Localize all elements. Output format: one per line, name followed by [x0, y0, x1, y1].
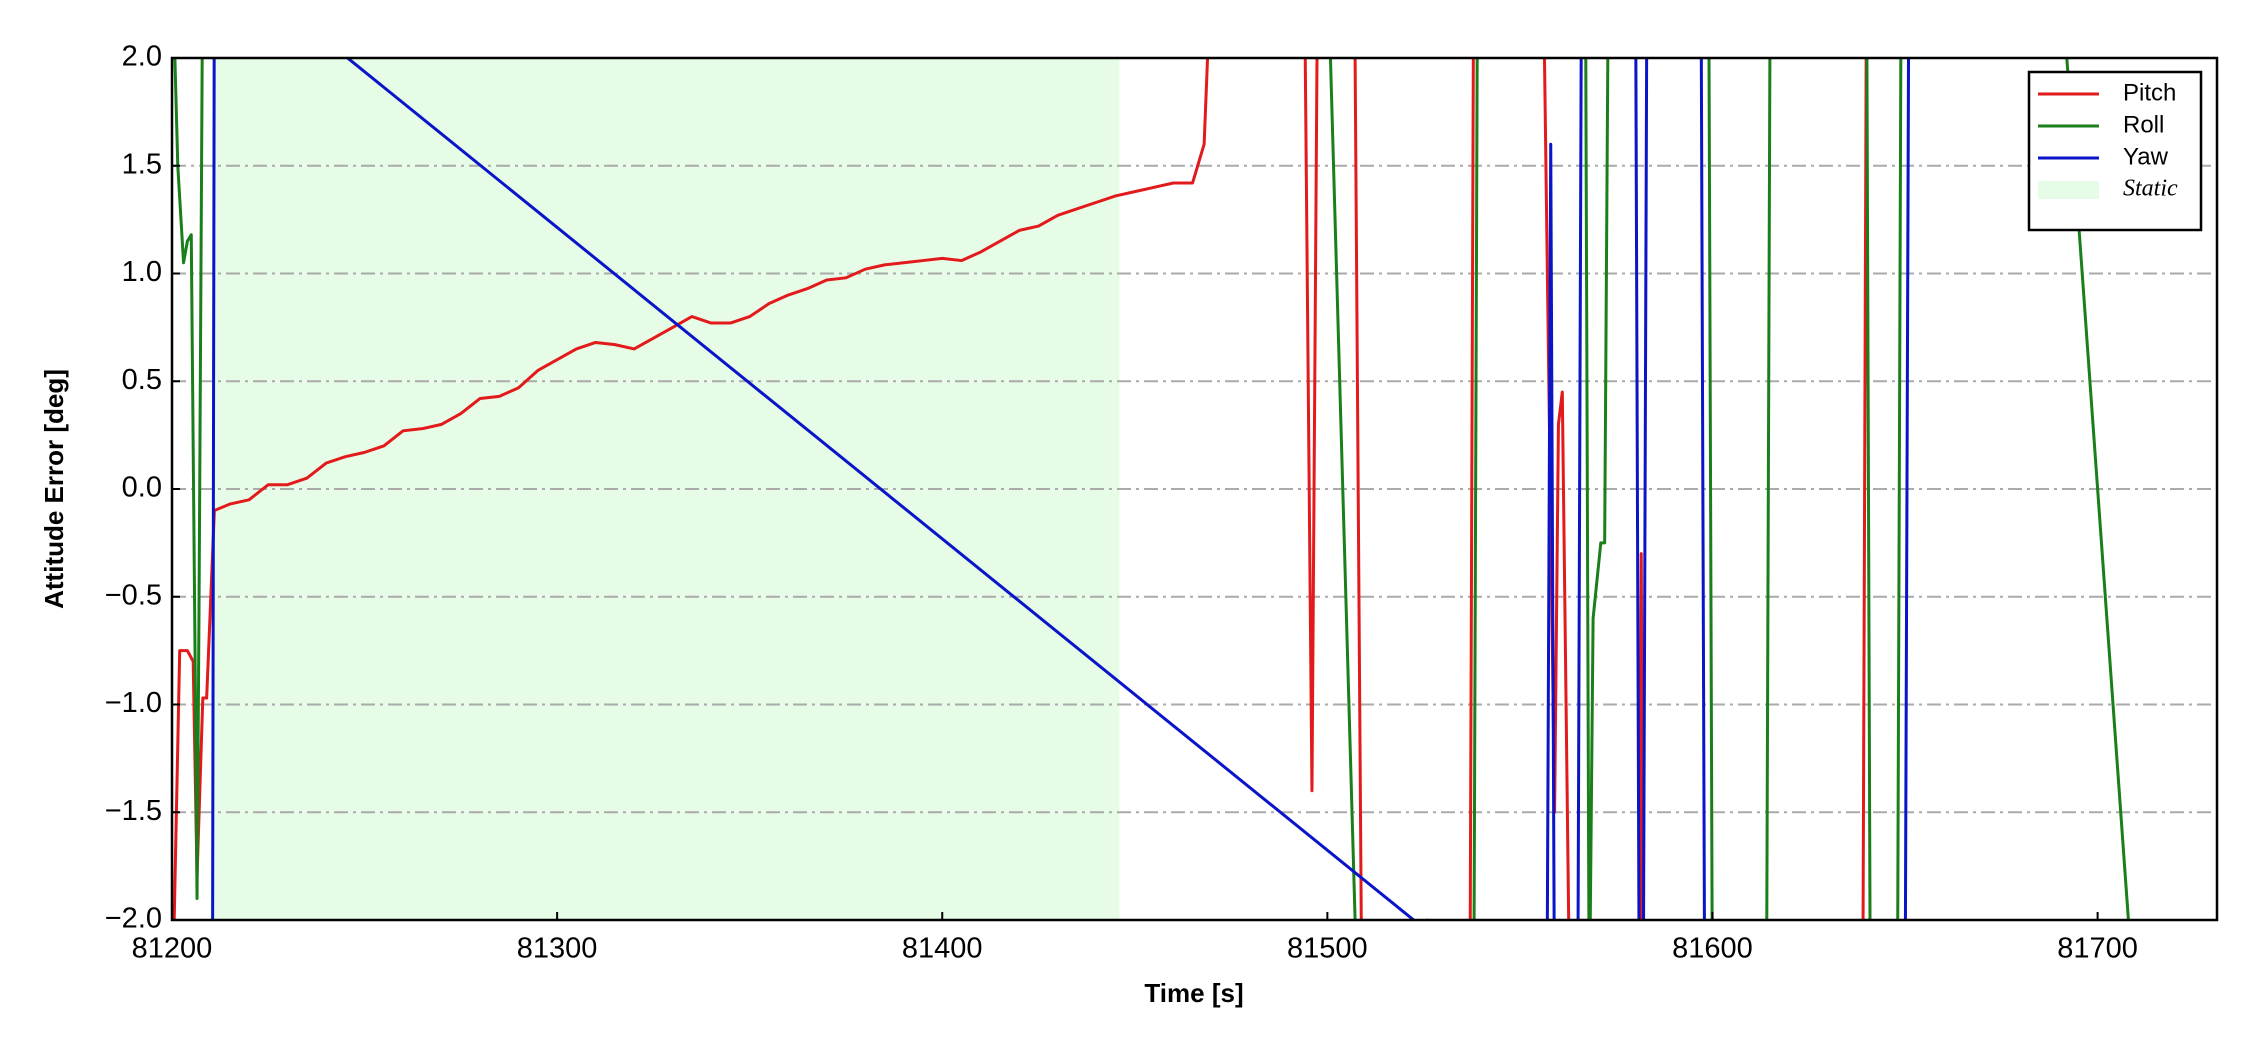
x-tick-label: 81400 [902, 933, 983, 965]
x-tick-label: 81600 [1672, 933, 1753, 965]
series-line [172, 58, 1868, 920]
y-tick-label: 1.0 [122, 256, 162, 288]
y-tick-label: 1.5 [122, 148, 162, 180]
legend-box [2027, 70, 2203, 232]
x-tick-label: 81500 [1287, 933, 1368, 965]
legend-label: Yaw [2123, 143, 2169, 170]
legend-swatch [2038, 181, 2099, 199]
legend-label: Static [2123, 176, 2178, 202]
x-tick-label: 81300 [517, 933, 598, 965]
y-tick-label: 2.0 [122, 41, 162, 73]
legend-label: Pitch [2123, 79, 2176, 106]
x-axis-label: Time [s] [1144, 978, 1243, 1008]
series-line [211, 58, 1911, 920]
plot-frame [170, 56, 2219, 922]
x-tick-label: 81700 [2057, 933, 2138, 965]
y-tick-label: −1.5 [105, 795, 162, 827]
y-tick-label: −2.0 [105, 903, 162, 935]
plot-area [172, 58, 2217, 920]
x-tick-label: 81200 [132, 933, 213, 965]
y-axis-label: Attitude Error [deg] [39, 369, 69, 609]
y-tick-label: −0.5 [105, 579, 162, 611]
y-tick-label: 0.5 [122, 364, 162, 396]
legend-label: Roll [2123, 111, 2164, 138]
y-tick-label: 0.0 [122, 472, 162, 504]
series-line [173, 58, 2130, 920]
y-tick-label: −1.0 [105, 687, 162, 719]
